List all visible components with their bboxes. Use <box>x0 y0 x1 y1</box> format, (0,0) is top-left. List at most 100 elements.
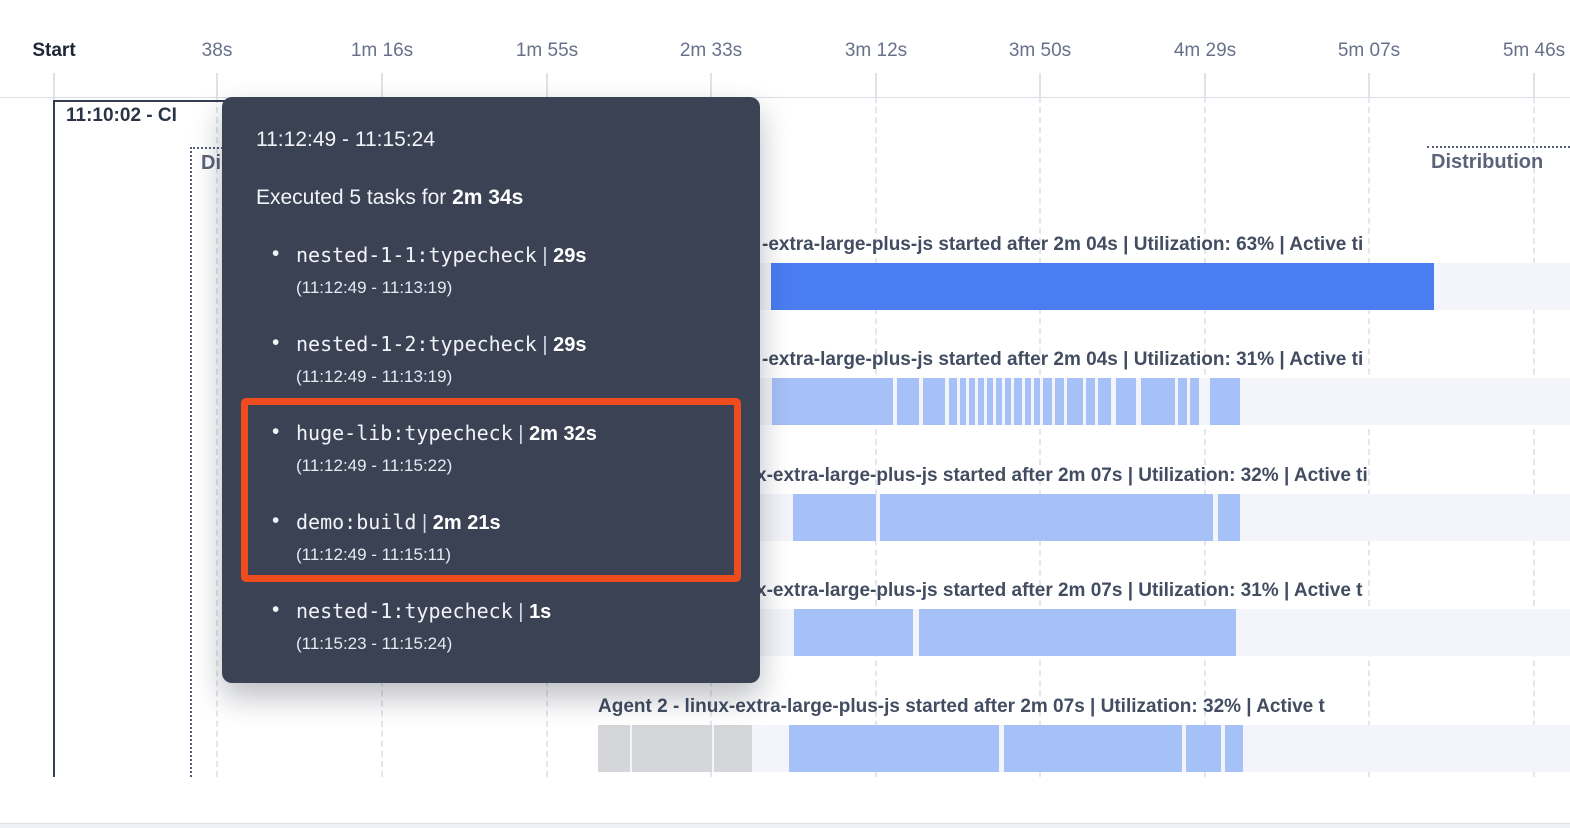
task-segment[interactable] <box>714 725 752 772</box>
task-segment[interactable] <box>1190 378 1199 425</box>
task-segment[interactable] <box>1141 378 1175 425</box>
tooltip-summary-duration: 2m 34s <box>452 186 524 209</box>
task-segment[interactable] <box>789 725 999 772</box>
tooltip-task-item: nested-1-2:typecheck | 29s (11:12:49 - 11… <box>256 330 726 389</box>
task-segment[interactable] <box>996 378 1002 425</box>
task-segment[interactable] <box>1186 725 1221 772</box>
task-segment[interactable] <box>978 378 984 425</box>
tooltip-task-item: nested-1:typecheck | 1s (11:15:23 - 11:15… <box>256 597 726 656</box>
axis-tick-label: 1m 55s <box>515 40 579 61</box>
grid-line <box>1204 97 1206 777</box>
task-segment[interactable] <box>1014 378 1022 425</box>
axis-tick-mark <box>1039 73 1041 97</box>
tooltip-task-time: (11:12:49 - 11:13:19) <box>296 367 453 386</box>
agent-row-label: Agent 2 - linux-extra-large-plus-js star… <box>598 696 1325 717</box>
axis-tick-mark <box>1204 73 1206 97</box>
distribution-span-left-border <box>190 147 192 777</box>
agent-row-label: -extra-large-plus-js started after 2m 04… <box>762 349 1364 370</box>
task-segment[interactable] <box>772 378 893 425</box>
task-segment[interactable] <box>1055 378 1064 425</box>
task-segment[interactable] <box>969 378 975 425</box>
build-span-left-border <box>53 100 55 777</box>
highlight-box: huge-lib:typecheck | 2m 32s (11:12:49 - 1… <box>241 398 741 582</box>
timeline-axis: Start 38s 1m 16s 1m 55s 2m 33s 3m 12s 3m 50s 4m… <box>0 0 1570 98</box>
task-segment[interactable] <box>919 609 1236 656</box>
axis-tick-label: 5m 46s <box>1502 40 1566 61</box>
tooltip-task-list: nested-1-1:typecheck | 29s (11:12:49 - 11… <box>241 241 741 656</box>
task-segment[interactable] <box>1043 378 1052 425</box>
axis-tick-label: Start <box>32 40 76 61</box>
tooltip-task-time: (11:12:49 - 11:13:19) <box>296 278 453 297</box>
axis-tick-mark <box>53 73 55 97</box>
task-segment[interactable] <box>1034 378 1040 425</box>
tooltip-task-time: (11:12:49 - 11:15:11) <box>296 545 451 564</box>
task-segment[interactable] <box>1225 725 1243 772</box>
task-segment[interactable] <box>793 494 876 541</box>
agent-row-label: x-extra-large-plus-js started after 2m 0… <box>756 580 1363 601</box>
task-segment[interactable] <box>1067 378 1083 425</box>
axis-tick-mark <box>710 73 712 97</box>
tooltip-task-name: demo:build | 2m 21s <box>296 510 501 534</box>
axis-baseline <box>0 97 1570 98</box>
axis-tick-label: 1m 16s <box>350 40 414 61</box>
tooltip-time-range: 11:12:49 - 11:15:24 <box>256 128 436 151</box>
axis-tick-label: 3m 50s <box>1008 40 1072 61</box>
task-segment[interactable] <box>771 263 1434 310</box>
axis-tick-mark <box>1533 73 1535 97</box>
bottom-section-divider <box>0 823 1570 828</box>
task-segment[interactable] <box>1218 494 1240 541</box>
axis-tick-label: 38s <box>201 40 233 61</box>
task-segment[interactable] <box>598 725 630 772</box>
grid-line <box>1039 97 1041 777</box>
distribution-span-right-label[interactable]: Distribution <box>1431 151 1544 173</box>
task-segment[interactable] <box>1025 378 1031 425</box>
task-segment[interactable] <box>1004 725 1182 772</box>
task-segment[interactable] <box>880 494 1213 541</box>
agent-tasks-tooltip: 11:12:49 - 11:15:24 Executed 5 tasks for… <box>222 97 760 683</box>
tooltip-summary: Executed 5 tasks for 2m 34s <box>256 185 726 211</box>
grid-line <box>875 97 877 777</box>
grid-line <box>1533 97 1535 777</box>
tooltip-summary-text: Executed 5 tasks for <box>256 186 453 209</box>
task-segment[interactable] <box>949 378 957 425</box>
distribution-span-right-top-border <box>1427 146 1570 148</box>
task-segment[interactable] <box>1086 378 1095 425</box>
tooltip-task-name: nested-1:typecheck | 1s <box>296 599 552 623</box>
task-segment[interactable] <box>632 725 712 772</box>
axis-tick-mark <box>381 73 383 97</box>
distribution-span-label-partial[interactable]: Di <box>201 152 221 174</box>
grid-line <box>1368 97 1370 777</box>
build-span-top-border <box>53 100 305 102</box>
task-segment[interactable] <box>1005 378 1011 425</box>
tooltip-task-time: (11:15:23 - 11:15:24) <box>296 634 453 653</box>
tooltip-task-item: huge-lib:typecheck | 2m 32s (11:12:49 - 1… <box>256 419 726 478</box>
axis-tick-label: 3m 12s <box>844 40 908 61</box>
axis-tick-mark <box>216 73 218 97</box>
build-span-label[interactable]: 11:10:02 - CI <box>66 105 177 126</box>
task-segment[interactable] <box>1178 378 1187 425</box>
agent-row-label: -extra-large-plus-js started after 2m 04… <box>762 234 1364 255</box>
axis-tick-mark <box>1368 73 1370 97</box>
task-segment[interactable] <box>897 378 919 425</box>
axis-tick-label: 4m 29s <box>1173 40 1237 61</box>
tooltip-task-name: nested-1-2:typecheck | 29s <box>296 332 587 356</box>
axis-tick-label: 5m 07s <box>1337 40 1401 61</box>
task-segment[interactable] <box>987 378 993 425</box>
axis-tick-mark <box>875 73 877 97</box>
task-segment[interactable] <box>1116 378 1136 425</box>
task-segment[interactable] <box>923 378 945 425</box>
axis-tick-label: 2m 33s <box>679 40 743 61</box>
task-segment[interactable] <box>1098 378 1111 425</box>
task-segment[interactable] <box>960 378 966 425</box>
tooltip-task-name: huge-lib:typecheck | 2m 32s <box>296 421 597 445</box>
tooltip-task-time: (11:12:49 - 11:15:22) <box>296 456 453 475</box>
grid-line <box>216 97 218 777</box>
task-segment[interactable] <box>794 609 913 656</box>
axis-tick-mark <box>546 73 548 97</box>
tooltip-task-item: demo:build | 2m 21s (11:12:49 - 11:15:11) <box>256 508 726 567</box>
agent-row-label: x-extra-large-plus-js started after 2m 0… <box>756 465 1368 486</box>
tooltip-task-item: nested-1-1:typecheck | 29s (11:12:49 - 11… <box>256 241 726 300</box>
tooltip-task-name: nested-1-1:typecheck | 29s <box>296 243 587 267</box>
task-segment[interactable] <box>1210 378 1240 425</box>
